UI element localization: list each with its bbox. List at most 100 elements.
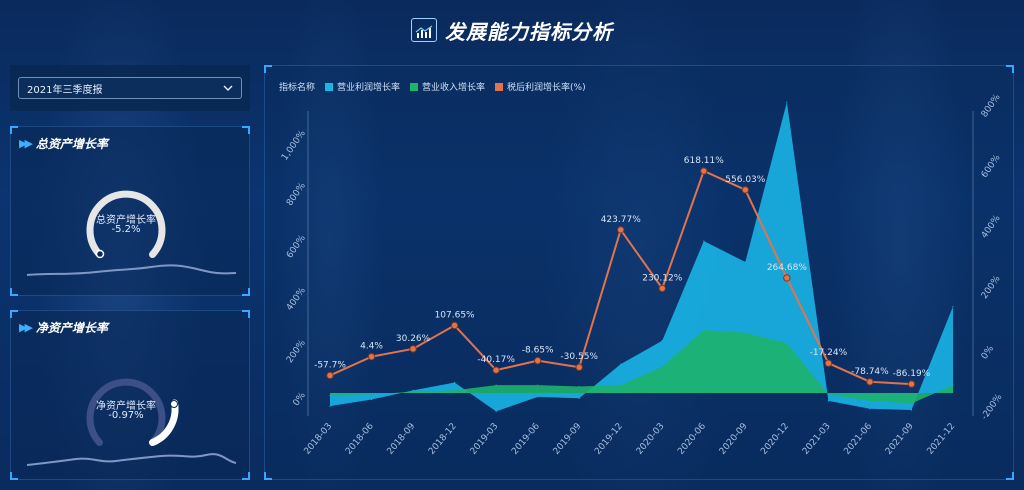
- gauge-label: 总资产增长率: [96, 215, 156, 226]
- y-tick-right: 600%: [980, 153, 1003, 180]
- y-tick-right: 0%: [980, 344, 997, 362]
- series-revenue-area-point: [703, 329, 705, 331]
- gauge-ring: [86, 378, 166, 446]
- x-tick-label: 2018-03: [302, 422, 334, 457]
- chart-legend: 指标名称 营业利润增长率 营业收入增长率 税后利润增长率(%): [279, 80, 586, 93]
- report-period-select[interactable]: 2021年三季度报: [18, 77, 242, 99]
- series-operating-profit-area: [330, 102, 953, 412]
- series-net-profit-point: [866, 378, 874, 386]
- series-revenue-area-point: [412, 391, 414, 393]
- series-operating-profit-area-point: [454, 381, 456, 384]
- y-tick-left: 200%: [285, 338, 308, 365]
- chart-logo-icon: [411, 18, 437, 42]
- x-tick-label: 2021-09: [884, 421, 916, 456]
- y-tick-left: 0%: [292, 390, 309, 408]
- x-tick-label: 2021-03: [801, 422, 833, 457]
- series-operating-profit-area-point: [329, 405, 331, 407]
- y-tick-right: 800%: [980, 92, 1003, 119]
- series-operating-profit-area-point: [910, 409, 913, 411]
- series-operating-profit-area-point: [827, 400, 830, 402]
- double-arrow-icon: ▶▶: [19, 321, 33, 334]
- data-label: 556.03%: [725, 175, 765, 185]
- series-revenue-area-point: [869, 400, 871, 402]
- net-asset-gauge: [26, 378, 237, 466]
- growth-chart: 0% 200% 400% 600% 800% 1,000% -200% 0% 200% 400% 6…: [280, 92, 1005, 457]
- gauge-wave-line: [26, 264, 237, 276]
- series-revenue-area: [330, 330, 953, 404]
- x-tick-label: 2020-03: [635, 422, 667, 457]
- panel-title: ▶▶ 总资产增长率: [19, 137, 108, 151]
- series-operating-profit-area-point: [703, 240, 705, 242]
- total-asset-gauge: [26, 190, 237, 276]
- series-operating-profit-area-point: [537, 396, 539, 398]
- x-tick-label: 2020-06: [676, 421, 708, 456]
- x-tick-label: 2019-03: [469, 422, 501, 457]
- series-revenue-area-point: [620, 384, 622, 386]
- series-revenue-area-point: [578, 385, 580, 388]
- series-revenue-area-point: [786, 342, 788, 344]
- series-revenue-area-point: [495, 384, 497, 386]
- series-net-profit-point: [824, 359, 833, 367]
- gauge-indicator-dot: [95, 249, 105, 259]
- series-net-profit-point: [533, 356, 542, 365]
- x-tick-label: 2021-06: [842, 421, 874, 456]
- page-title: 发展能力指标分析: [445, 19, 613, 44]
- chevron-down-icon: [223, 83, 233, 94]
- series-operating-profit-area-point: [370, 398, 373, 401]
- panel-title: ▶▶ 净资产增长率: [19, 321, 108, 335]
- gauge-indicator-dot: [170, 400, 178, 408]
- legend-item-operating-profit[interactable]: 营业利润增长率: [325, 80, 400, 93]
- x-tick-label: 2019-09: [552, 421, 584, 456]
- data-label: 230.12%: [642, 273, 682, 283]
- x-tick-label: 2021-12: [925, 422, 957, 457]
- series-net-profit-point: [907, 380, 916, 388]
- legend-item-net-profit[interactable]: 税后利润增长率(%): [495, 80, 586, 93]
- data-label: 107.65%: [435, 310, 475, 320]
- data-label: -30.55%: [560, 352, 598, 362]
- series-net-profit-point: [409, 345, 417, 353]
- gauge-value: -0.97%: [108, 410, 144, 421]
- series-net-profit-point: [450, 321, 459, 330]
- gauge-wave-line: [26, 453, 237, 466]
- net-asset-growth-panel: ▶▶ 净资产增长率 净资产增长率 -0.97%: [10, 310, 250, 480]
- series-net-profit-point: [367, 352, 376, 361]
- data-label: -40.17%: [477, 355, 515, 365]
- series-revenue-area-point: [827, 393, 830, 395]
- double-arrow-icon: ▶▶: [19, 137, 33, 150]
- y-tick-left: 600%: [285, 233, 308, 260]
- series-revenue-area-point: [329, 395, 331, 397]
- series-net-profit-point: [492, 366, 500, 374]
- series-operating-profit-area-point: [744, 261, 746, 263]
- y-tick-right: -200%: [980, 392, 1005, 422]
- y-tick-left: 400%: [285, 286, 308, 313]
- legend-item-revenue[interactable]: 营业收入增长率: [410, 80, 485, 93]
- series-revenue-area-point: [744, 332, 746, 334]
- data-label: 423.77%: [601, 215, 641, 225]
- x-tick-label: 2020-12: [759, 422, 791, 457]
- data-label: -78.74%: [851, 367, 889, 377]
- x-tick-label: 2020-09: [718, 421, 750, 456]
- series-net-profit-point: [741, 186, 750, 194]
- series-revenue-area-point: [952, 384, 954, 386]
- series-operating-profit-area-point: [578, 397, 580, 399]
- series-revenue-area-point: [910, 402, 913, 405]
- x-tick-label: 2018-12: [427, 422, 459, 457]
- data-label: -57.7%: [314, 360, 346, 370]
- report-period-value: 2021年三季度报: [27, 84, 103, 96]
- x-tick-label: 2019-06: [510, 421, 542, 456]
- x-tick-label: 2018-09: [386, 421, 418, 456]
- y-tick-right: 200%: [980, 274, 1003, 301]
- data-label: -17.24%: [810, 348, 848, 358]
- data-label: -86.19%: [893, 369, 931, 379]
- series-operating-profit-area-point: [869, 408, 871, 410]
- data-label: 30.26%: [396, 334, 431, 344]
- series-operating-profit-area-point: [620, 363, 622, 365]
- report-selector-panel: 2021年三季度报: [10, 65, 250, 111]
- y-tick-right: 400%: [980, 213, 1003, 240]
- x-tick-label: 2018-06: [344, 421, 376, 456]
- x-tick-label: 2019-12: [593, 422, 625, 457]
- data-label: 4.4%: [360, 342, 383, 352]
- y-tick-left: 800%: [285, 181, 308, 208]
- series-net-profit-point: [326, 371, 334, 380]
- series-net-profit-point: [658, 284, 666, 293]
